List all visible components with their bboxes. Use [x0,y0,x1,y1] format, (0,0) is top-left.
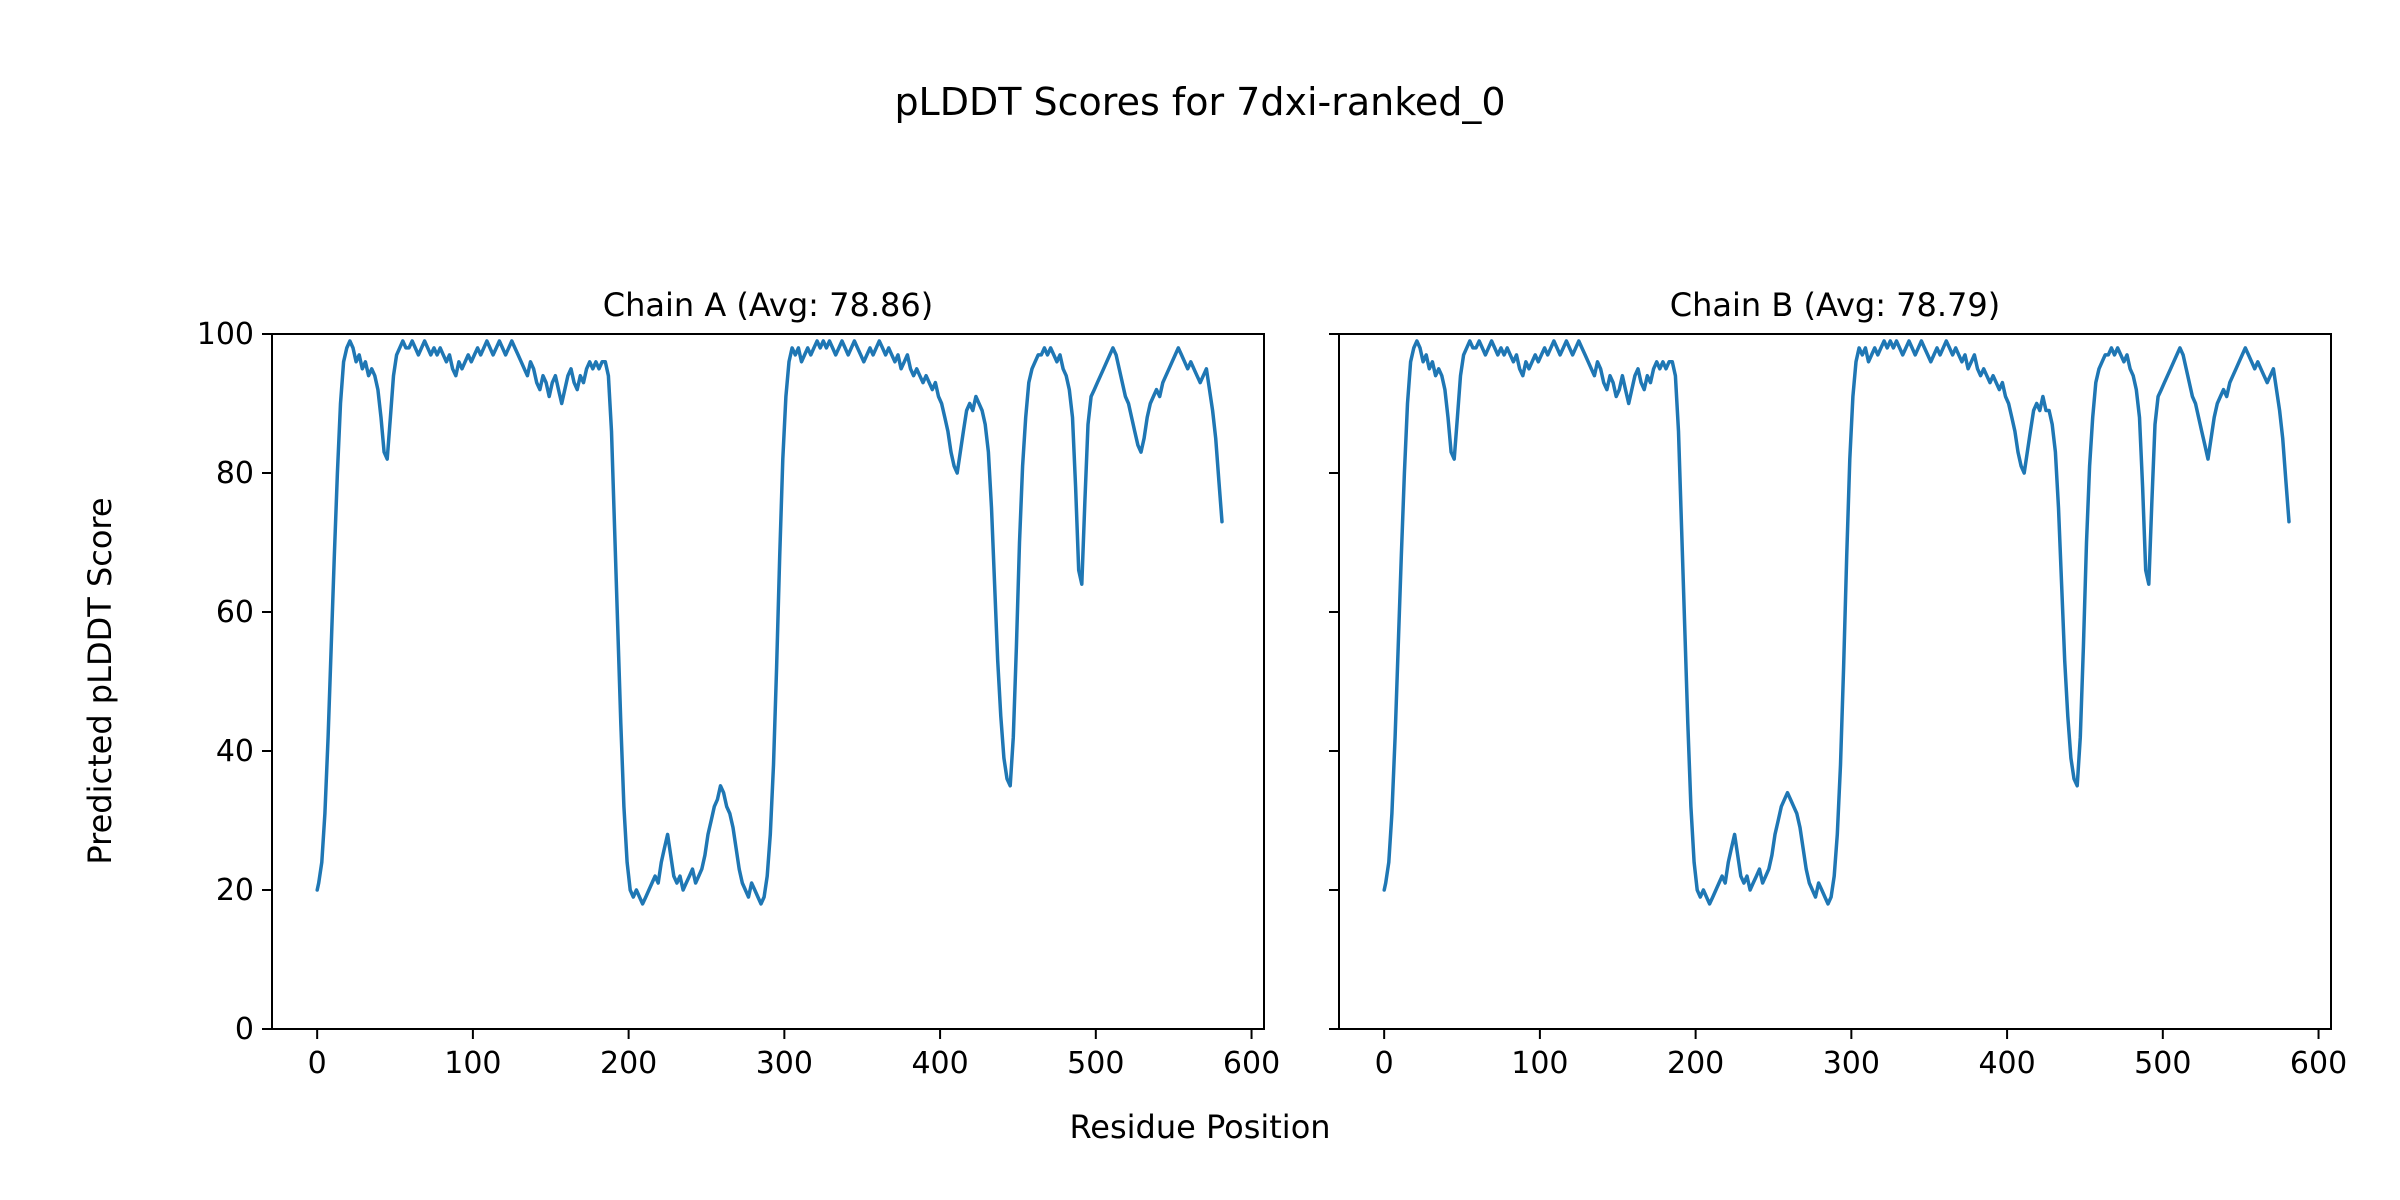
y-tick-label: 80 [216,456,254,491]
chain-a-subplot-title: Chain A (Avg: 78.86) [602,286,934,324]
x-tick-label: 300 [756,1046,813,1081]
figure-title: pLDDT Scores for 7dxi-ranked_0 [894,80,1506,124]
subplot-chain-b: 0 100 200 300 400 500 600 [1329,333,2347,1081]
x-tick-label: 100 [444,1046,501,1081]
y-tick-label: 40 [216,734,254,769]
subplot-chain-a: 0 100 200 300 400 500 600 0 20 40 60 80 100 [197,317,1280,1081]
x-tick-label: 600 [1223,1046,1280,1081]
x-tick-label: 400 [911,1046,968,1081]
y-tick-label: 60 [216,595,254,630]
y-tick-label: 100 [197,317,254,352]
x-axis-label: Residue Position [1069,1108,1331,1146]
axes-frame [271,333,1265,1030]
x-tick-label: 500 [2134,1046,2191,1081]
y-tick-label: 20 [216,873,254,908]
x-tick-label: 200 [1667,1046,1724,1081]
y-tick-label: 0 [235,1012,254,1047]
x-tick-label: 0 [1375,1046,1394,1081]
plddt-line [1382,339,2291,906]
x-tick-label: 100 [1511,1046,1568,1081]
plddt-line [315,339,1224,906]
x-tick-label: 200 [600,1046,657,1081]
x-tick-label: 400 [1978,1046,2035,1081]
y-axis-label: Predicted pLDDT Score [81,497,119,865]
x-tick-label: 0 [308,1046,327,1081]
axes-frame [1338,333,2332,1030]
x-tick-label: 600 [2290,1046,2347,1081]
chain-b-subplot-title: Chain B (Avg: 78.79) [1669,286,2001,324]
x-tick-label: 300 [1823,1046,1880,1081]
x-tick-label: 500 [1067,1046,1124,1081]
